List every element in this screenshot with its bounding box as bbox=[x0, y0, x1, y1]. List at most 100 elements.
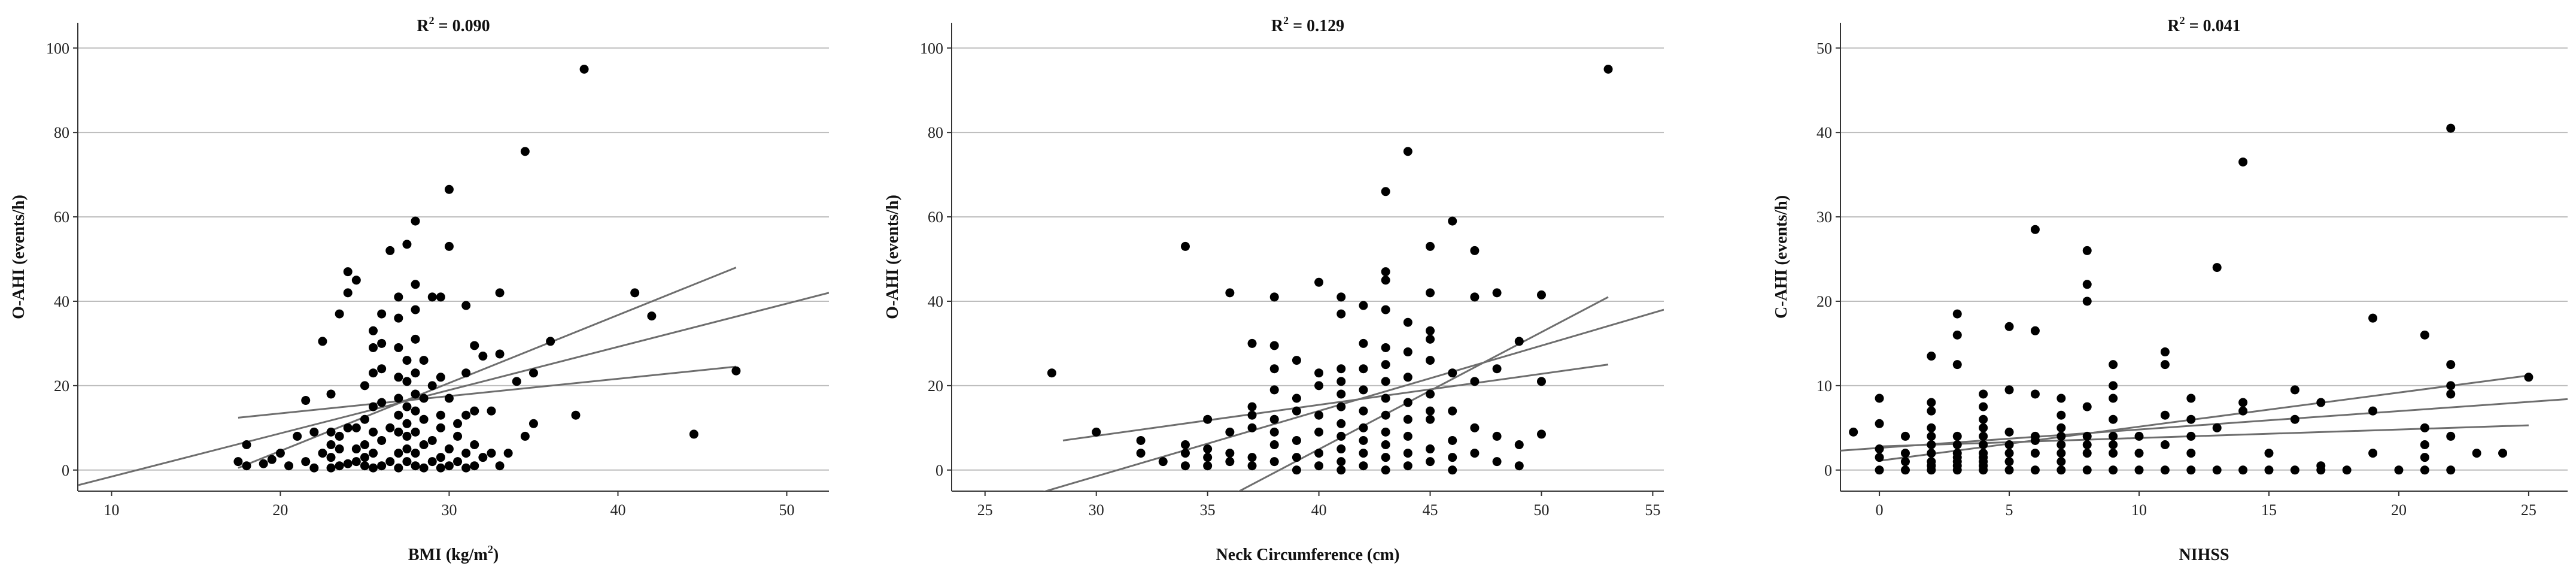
scatter-point bbox=[335, 444, 344, 454]
scatter-point bbox=[2368, 449, 2378, 458]
scatter-point bbox=[2446, 431, 2456, 441]
scatter-points bbox=[1047, 64, 1613, 475]
scatter-point bbox=[1269, 385, 1279, 395]
x-tick-label: 45 bbox=[1423, 501, 1438, 519]
scatter-point bbox=[335, 309, 344, 319]
scatter-point bbox=[1448, 465, 1457, 475]
scatter-point bbox=[512, 377, 521, 386]
scatter-point bbox=[487, 406, 496, 416]
scatter-point bbox=[2134, 449, 2144, 458]
scatter-point bbox=[1336, 377, 1346, 386]
scatter-point bbox=[478, 352, 488, 361]
y-tick-label: 20 bbox=[1816, 293, 1832, 310]
scatter-point bbox=[1952, 309, 1962, 319]
scatter-point bbox=[1875, 453, 1884, 462]
scatter-point bbox=[1359, 364, 1368, 374]
scatter-point bbox=[1247, 453, 1257, 462]
scatter-point bbox=[528, 419, 538, 428]
scatter-point bbox=[369, 427, 378, 437]
scatter-point bbox=[2316, 398, 2326, 407]
y-axis-label: C-AHI (events/h) bbox=[1772, 195, 1791, 319]
scatter-point bbox=[487, 449, 496, 458]
scatter-point bbox=[1448, 453, 1457, 462]
scatter-point bbox=[1492, 364, 1502, 374]
scatter-point bbox=[1448, 216, 1457, 226]
y-tick-label: 40 bbox=[1816, 124, 1832, 141]
scatter-point bbox=[233, 457, 243, 467]
x-tick-label: 25 bbox=[977, 501, 993, 519]
scatter-point bbox=[1492, 288, 1502, 298]
scatter-point bbox=[351, 444, 361, 454]
scatter-point bbox=[2446, 360, 2456, 370]
scatter-point bbox=[1225, 427, 1235, 437]
scatter-point bbox=[2498, 449, 2508, 458]
scatter-point bbox=[1403, 347, 1412, 357]
x-tick-label: 50 bbox=[1533, 501, 1549, 519]
scatter-point bbox=[2109, 440, 2118, 450]
scatter-point bbox=[461, 301, 471, 310]
scatter-point bbox=[2212, 423, 2222, 432]
x-tick-label: 10 bbox=[2131, 501, 2147, 519]
scatter-point bbox=[2004, 465, 2014, 475]
scatter-point bbox=[1536, 429, 1546, 439]
scatter-point bbox=[2238, 157, 2248, 167]
scatter-point bbox=[1952, 431, 1962, 441]
scatter-point bbox=[1927, 440, 1936, 450]
scatter-point bbox=[394, 410, 403, 420]
y-tick-label: 100 bbox=[46, 40, 69, 57]
scatter-point bbox=[419, 394, 429, 403]
scatter-point bbox=[326, 463, 336, 473]
scatter-point bbox=[1927, 406, 1936, 416]
x-tick-label: 40 bbox=[1311, 501, 1327, 519]
scatter-point bbox=[2109, 360, 2118, 370]
scatter-point bbox=[520, 147, 530, 156]
scatter-point bbox=[402, 419, 412, 428]
scatter-point bbox=[470, 461, 479, 471]
scatter-point bbox=[284, 461, 294, 471]
scatter-point bbox=[2420, 330, 2429, 340]
scatter-point bbox=[2056, 457, 2066, 467]
scatter-point bbox=[301, 396, 311, 405]
scatter-point bbox=[1092, 427, 1101, 437]
scatter-point bbox=[1292, 453, 1301, 462]
y-tick-label: 0 bbox=[935, 462, 943, 479]
scatter-point bbox=[369, 402, 378, 411]
confidence-band-line bbox=[1237, 296, 1609, 491]
scatter-point bbox=[402, 356, 412, 365]
scatter-point bbox=[2082, 431, 2092, 441]
scatter-point bbox=[1381, 267, 1390, 277]
x-tick-label: 15 bbox=[2261, 501, 2277, 519]
y-tick-label: 20 bbox=[928, 377, 943, 395]
scatter-point bbox=[1359, 406, 1368, 416]
scatter-point bbox=[1314, 410, 1324, 420]
scatter-point bbox=[1381, 343, 1390, 352]
scatter-point bbox=[411, 216, 420, 226]
scatter-point bbox=[2264, 465, 2274, 475]
scatter-points bbox=[1849, 123, 2534, 475]
scatter-point bbox=[385, 423, 395, 432]
scatter-point bbox=[461, 449, 471, 458]
scatter-point bbox=[1359, 461, 1368, 471]
scatter-point bbox=[1180, 241, 1190, 251]
scatter-point bbox=[377, 398, 387, 407]
scatter-point bbox=[2030, 449, 2040, 458]
scatter-point bbox=[647, 311, 657, 321]
scatter-point bbox=[1381, 394, 1390, 403]
scatter-point bbox=[2004, 440, 2014, 450]
confidence-band-line bbox=[238, 267, 737, 469]
scatter-point bbox=[436, 373, 445, 382]
scatter-point bbox=[2290, 385, 2299, 395]
scatter-point bbox=[1426, 288, 1435, 298]
scatter-point bbox=[470, 406, 479, 416]
scatter-point bbox=[1314, 368, 1324, 378]
scatter-point bbox=[1849, 427, 1858, 437]
scatter-point bbox=[1979, 414, 1988, 424]
scatter-point bbox=[1314, 461, 1324, 471]
scatter-point bbox=[1269, 292, 1279, 302]
scatter-point bbox=[453, 457, 463, 467]
y-tick-label: 50 bbox=[1816, 40, 1832, 57]
scatter-point bbox=[2342, 465, 2352, 475]
scatter-point bbox=[2056, 394, 2066, 403]
scatter-point bbox=[1927, 431, 1936, 441]
scatter-point bbox=[2030, 465, 2040, 475]
